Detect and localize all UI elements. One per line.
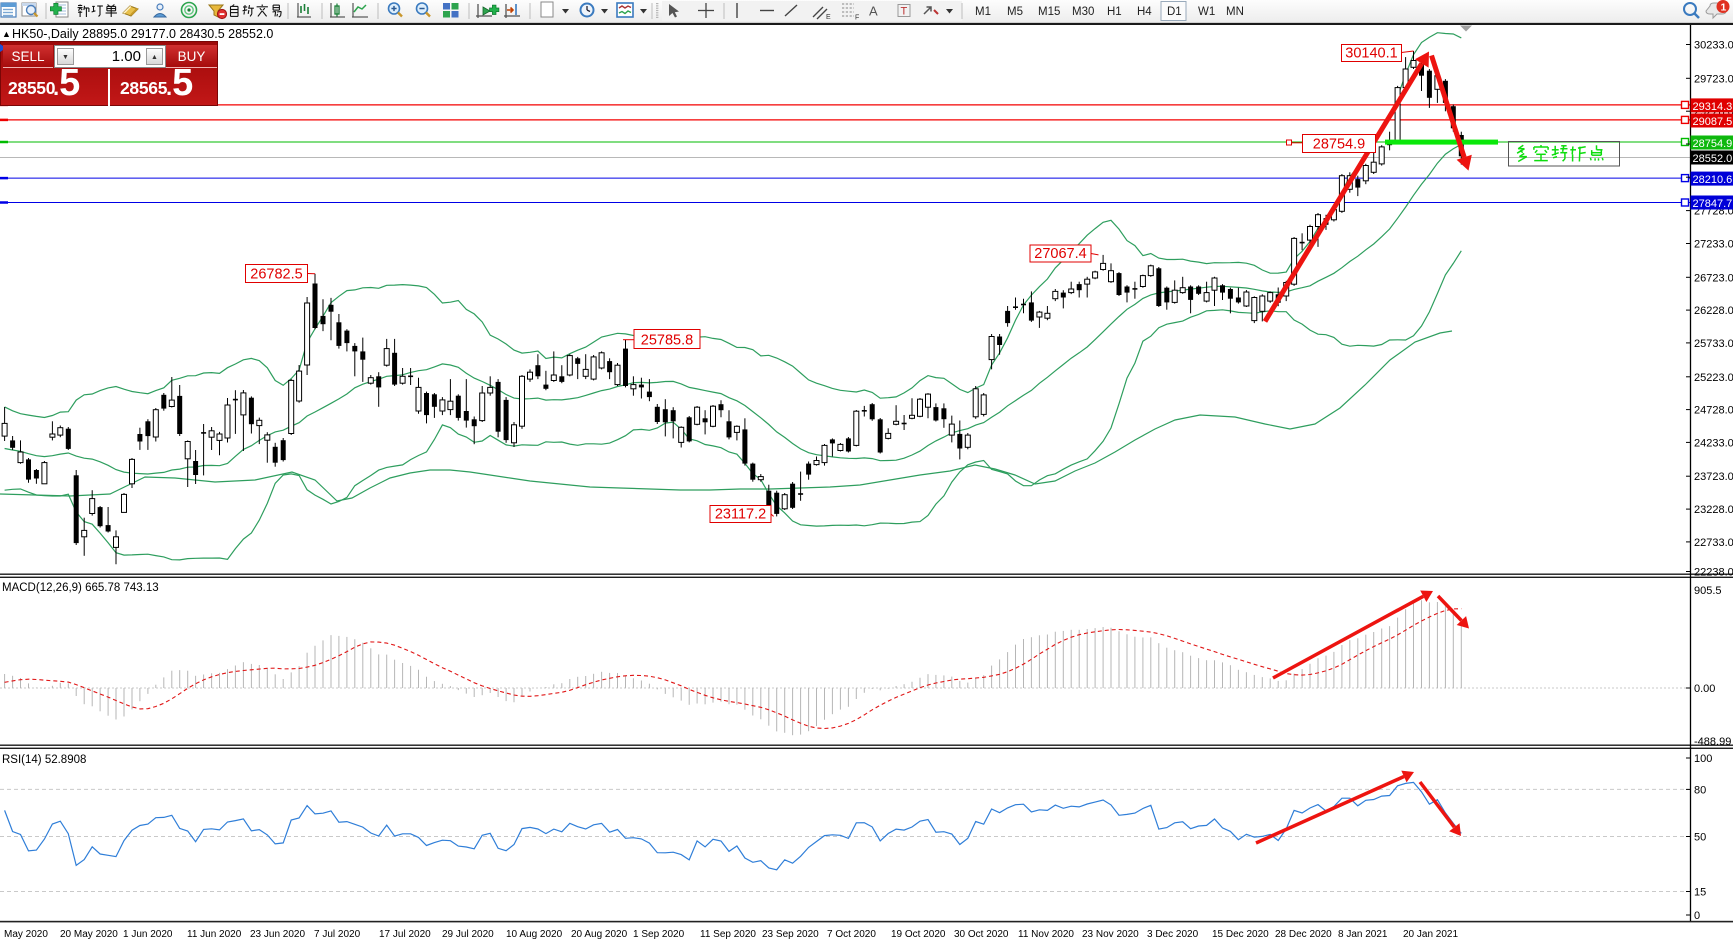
svg-text:7 Jul 2020: 7 Jul 2020	[314, 929, 361, 940]
svg-text:1 Sep 2020: 1 Sep 2020	[633, 929, 685, 940]
svg-text:100: 100	[1694, 753, 1712, 765]
svg-text:17 Jul 2020: 17 Jul 2020	[379, 929, 431, 940]
svg-text:E: E	[826, 14, 831, 21]
svg-text:28754.9: 28754.9	[1693, 138, 1733, 150]
svg-text:F: F	[855, 15, 859, 22]
svg-text:20 Aug 2020: 20 Aug 2020	[571, 929, 628, 940]
svg-text:29 Jul 2020: 29 Jul 2020	[442, 929, 494, 940]
svg-text:1: 1	[1721, 2, 1727, 14]
svg-text:50: 50	[1694, 832, 1706, 844]
svg-text:11 Sep 2020: 11 Sep 2020	[700, 929, 756, 940]
svg-text:28 Dec 2020: 28 Dec 2020	[1275, 929, 1332, 940]
svg-text:80: 80	[1694, 784, 1706, 796]
svg-text:30140.1: 30140.1	[1345, 46, 1397, 62]
svg-text:0.00: 0.00	[1694, 683, 1715, 695]
svg-text:H1: H1	[1107, 6, 1122, 18]
svg-text:30 Oct 2020: 30 Oct 2020	[954, 929, 1009, 940]
svg-text:25785.8: 25785.8	[641, 333, 693, 349]
svg-text:20 May 2020: 20 May 2020	[60, 929, 118, 940]
svg-text:3 Dec 2020: 3 Dec 2020	[1147, 929, 1199, 940]
svg-text:M5: M5	[1007, 6, 1023, 18]
svg-text:905.5: 905.5	[1694, 585, 1722, 597]
svg-text:22238.0: 22238.0	[1694, 567, 1733, 579]
svg-text:10 Aug 2020: 10 Aug 2020	[506, 929, 563, 940]
svg-text:8 Jan 2021: 8 Jan 2021	[1338, 929, 1388, 940]
svg-text:23 Sep 2020: 23 Sep 2020	[762, 929, 819, 940]
svg-text:15 Dec 2020: 15 Dec 2020	[1212, 929, 1269, 940]
svg-text:26228.0: 26228.0	[1694, 305, 1733, 317]
svg-text:MN: MN	[1226, 6, 1244, 18]
svg-text:28552.0: 28552.0	[1693, 153, 1733, 165]
svg-text:27847.7: 27847.7	[1693, 198, 1733, 210]
svg-text:23228.0: 23228.0	[1694, 504, 1733, 516]
svg-text:-488.99: -488.99	[1694, 736, 1731, 748]
svg-text:0: 0	[1694, 910, 1700, 922]
svg-text:29723.0: 29723.0	[1694, 73, 1733, 85]
svg-text:27233.0: 27233.0	[1694, 239, 1733, 251]
svg-text:T: T	[901, 6, 908, 18]
svg-text:M15: M15	[1038, 6, 1060, 18]
svg-text:May 2020: May 2020	[4, 929, 48, 940]
svg-text:25733.0: 25733.0	[1694, 338, 1733, 350]
svg-text:MACD(12,26,9) 665.78 743.13: MACD(12,26,9) 665.78 743.13	[2, 582, 159, 594]
svg-text:11 Nov 2020: 11 Nov 2020	[1018, 929, 1074, 940]
svg-text:19 Oct 2020: 19 Oct 2020	[891, 929, 946, 940]
svg-text:M30: M30	[1072, 6, 1094, 18]
svg-text:22733.0: 22733.0	[1694, 537, 1733, 549]
svg-text:RSI(14) 52.8908: RSI(14) 52.8908	[2, 754, 86, 766]
svg-text:23 Jun 2020: 23 Jun 2020	[250, 929, 305, 940]
svg-text:28754.9: 28754.9	[1313, 137, 1365, 153]
svg-text:29314.3: 29314.3	[1693, 101, 1733, 113]
svg-text:D1: D1	[1167, 6, 1182, 18]
svg-text:24233.0: 24233.0	[1694, 437, 1733, 449]
svg-text:11 Jun 2020: 11 Jun 2020	[187, 929, 242, 940]
svg-text:26782.5: 26782.5	[250, 267, 302, 283]
svg-text:A: A	[869, 4, 878, 19]
svg-text:M1: M1	[975, 6, 991, 18]
svg-text:H4: H4	[1137, 6, 1152, 18]
svg-text:29087.5: 29087.5	[1693, 116, 1733, 128]
svg-text:HK50-,Daily 28895.0 29177.0 2: HK50-,Daily 28895.0 29177.0 28430.5 2855…	[12, 27, 273, 41]
svg-text:24728.0: 24728.0	[1694, 405, 1733, 417]
svg-text:▲: ▲	[2, 29, 11, 39]
svg-text:1 Jun 2020: 1 Jun 2020	[123, 929, 173, 940]
svg-text:23 Nov 2020: 23 Nov 2020	[1082, 929, 1139, 940]
svg-text:30233.0: 30233.0	[1694, 40, 1733, 52]
svg-text:W1: W1	[1198, 6, 1215, 18]
svg-text:23723.0: 23723.0	[1694, 471, 1733, 483]
svg-text:26723.0: 26723.0	[1694, 272, 1733, 284]
svg-text:27067.4: 27067.4	[1034, 246, 1086, 262]
svg-text:25223.0: 25223.0	[1694, 372, 1733, 384]
svg-text:20 Jan 2021: 20 Jan 2021	[1403, 929, 1458, 940]
svg-text:23117.2: 23117.2	[715, 507, 766, 523]
svg-text:28210.6: 28210.6	[1693, 174, 1733, 186]
svg-text:7 Oct 2020: 7 Oct 2020	[827, 929, 876, 940]
svg-text:15: 15	[1694, 887, 1706, 899]
